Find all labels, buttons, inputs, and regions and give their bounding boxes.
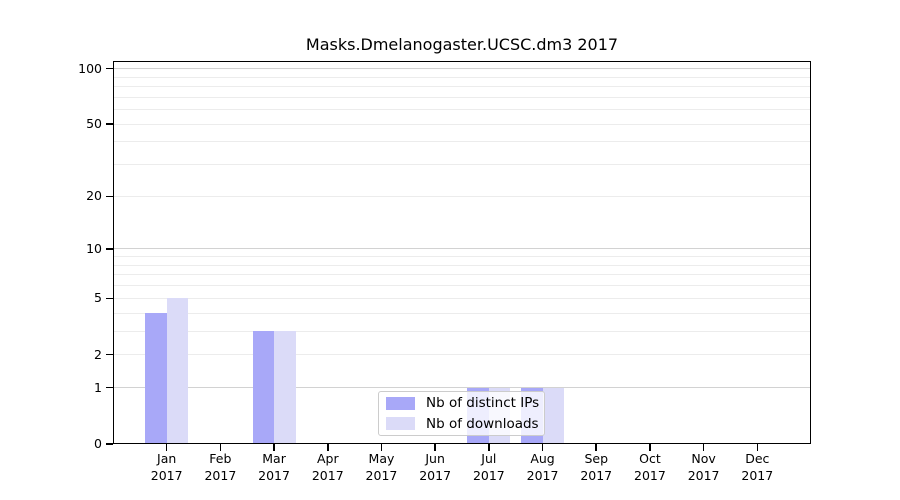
x-tick-label-apr: Apr 2017 [311, 451, 344, 483]
gridline-minor-50 [113, 123, 811, 125]
legend-item-downloads: Nb of downloads [386, 415, 544, 433]
bar-distinct-ips-mar [252, 331, 275, 444]
gridline-minor-4 [113, 312, 811, 314]
legend-item-distinct-ips: Nb of distinct IPs [386, 394, 544, 412]
y-tick-20 [106, 195, 113, 198]
legend-swatch-downloads-icon [386, 417, 415, 431]
x-tick-label-mar: Mar 2017 [258, 451, 290, 483]
bar-distinct-ips-jan [145, 313, 167, 444]
gridline-minor-20 [113, 195, 811, 197]
y-tick-label-1: 1 [94, 379, 102, 395]
x-tick-jan [165, 444, 168, 451]
bar-downloads-aug [542, 387, 565, 444]
legend-swatch-distinct-ips-icon [386, 396, 415, 410]
x-tick-label-jun: Jun 2017 [419, 451, 452, 483]
legend: Nb of distinct IPs Nb of downloads [378, 391, 545, 436]
y-tick-1 [106, 386, 113, 389]
gridline-major-100 [113, 68, 811, 70]
gridline-major-1 [113, 387, 811, 389]
plot-area: Nb of distinct IPs Nb of downloads [113, 61, 811, 444]
y-tick-label-100: 100 [78, 60, 102, 76]
x-tick-jun [434, 444, 436, 451]
y-tick-label-20: 20 [86, 188, 102, 204]
gridline-minor-7 [113, 274, 811, 276]
gridline-minor-80 [113, 86, 811, 88]
x-tick-label-jan: Jan 2017 [150, 451, 183, 483]
x-tick-may [380, 444, 383, 451]
y-tick-50 [106, 123, 113, 125]
x-tick-feb [219, 444, 222, 451]
gridline-minor-9 [113, 256, 811, 258]
y-tick-label-50: 50 [86, 116, 102, 132]
gridline-minor-2 [113, 354, 811, 356]
legend-label-distinct-ips: Nb of distinct IPs [426, 395, 540, 412]
x-tick-apr [327, 444, 329, 451]
y-tick-0 [106, 443, 113, 445]
gridline-minor-60 [113, 109, 811, 111]
gridline-minor-30 [113, 164, 811, 166]
x-tick-label-may: May 2017 [365, 451, 398, 483]
y-tick-2 [106, 353, 113, 356]
x-tick-label-sep: Sep 2017 [580, 451, 613, 483]
x-tick-label-oct: Oct 2017 [634, 451, 666, 483]
x-tick-label-feb: Feb 2017 [204, 451, 237, 483]
x-tick-label-jul: Jul 2017 [472, 451, 505, 483]
x-tick-mar [273, 444, 275, 451]
gridline-minor-40 [113, 141, 811, 143]
gridline-minor-5 [113, 297, 811, 299]
x-tick-label-aug: Aug 2017 [526, 451, 559, 483]
gridline-minor-70 [113, 96, 811, 98]
x-tick-aug [541, 444, 544, 451]
x-tick-jul [488, 444, 490, 451]
y-tick-label-10: 10 [86, 240, 102, 256]
y-tick-10 [106, 248, 113, 250]
bar-downloads-jan [166, 298, 189, 444]
x-tick-dec [756, 444, 759, 451]
y-tick-label-5: 5 [94, 290, 102, 306]
bar-downloads-mar [274, 331, 296, 444]
y-tick-100 [106, 67, 113, 70]
x-tick-label-nov: Nov 2017 [687, 451, 720, 483]
y-tick-label-2: 2 [94, 346, 102, 362]
gridline-minor-8 [113, 264, 811, 266]
x-tick-nov [702, 444, 705, 451]
x-tick-label-dec: Dec 2017 [741, 451, 774, 483]
gridline-minor-6 [113, 285, 811, 287]
gridline-minor-3 [113, 330, 811, 332]
legend-label-downloads: Nb of downloads [426, 415, 539, 432]
chart-title: Masks.Dmelanogaster.UCSC.dm3 2017 [305, 35, 619, 54]
x-tick-sep [595, 444, 597, 451]
gridline-minor-90 [113, 76, 811, 78]
gridline-major-10 [113, 248, 811, 250]
y-tick-label-0: 0 [94, 436, 102, 451]
x-tick-oct [649, 444, 651, 451]
y-tick-5 [106, 297, 113, 300]
